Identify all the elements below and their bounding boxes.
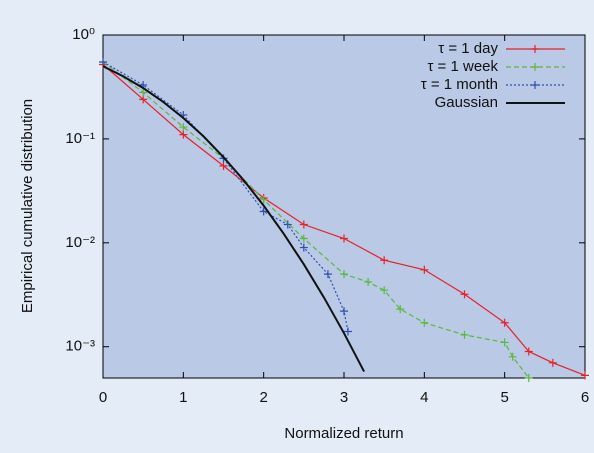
marker (460, 330, 469, 339)
y-tick-label: 10⁻³ (65, 338, 95, 355)
marker (299, 243, 308, 252)
x-tick-label: 0 (99, 389, 107, 406)
marker (139, 95, 148, 104)
series-line (102, 64, 586, 376)
marker (323, 270, 332, 279)
marker (179, 123, 188, 132)
marker (500, 338, 509, 347)
marker (259, 195, 268, 204)
y-tick-label: 10⁻¹ (65, 130, 95, 147)
series-line (102, 61, 349, 332)
legend-marker (531, 45, 539, 53)
marker (344, 327, 353, 336)
x-tick-label: 4 (420, 389, 428, 406)
y-tick-label: 10⁻² (65, 234, 95, 251)
marker (340, 307, 348, 316)
marker (460, 290, 469, 299)
x-axis-label: Normalized return (284, 425, 403, 442)
x-tick-label: 6 (581, 389, 589, 406)
marker (139, 88, 148, 97)
x-tick-label: 1 (179, 389, 187, 406)
marker (524, 374, 533, 382)
legend-label: Gaussian (435, 94, 498, 111)
marker (219, 161, 228, 170)
plot-frame (102, 34, 586, 379)
marker (364, 277, 373, 286)
legend-marker (531, 63, 539, 71)
marker (548, 358, 557, 367)
x-tick-label: 5 (500, 389, 508, 406)
marker (500, 318, 509, 327)
legend-label: τ = 1 week (427, 58, 498, 75)
marker (340, 270, 348, 279)
marker (524, 347, 533, 356)
marker (420, 265, 429, 274)
plot-area (103, 35, 585, 378)
marker (380, 256, 389, 265)
legend-marker (531, 81, 539, 89)
marker (299, 234, 308, 243)
marker (299, 220, 308, 229)
y-tick-label: 10⁰ (72, 26, 95, 43)
legend-label: τ = 1 month (421, 76, 498, 93)
marker (420, 318, 429, 327)
x-tick-label: 3 (340, 389, 348, 406)
marker (259, 207, 268, 216)
marker (99, 57, 107, 66)
marker (179, 130, 188, 139)
y-axis-label: Empirical cumulative distribution (19, 99, 36, 313)
series-line (102, 65, 365, 372)
marker (380, 286, 389, 295)
marker (283, 220, 292, 229)
legend-label: τ = 1 day (438, 40, 498, 57)
marker (581, 371, 589, 380)
x-tick-label: 2 (259, 389, 267, 406)
marker (396, 305, 405, 314)
marker (340, 234, 348, 243)
marker (508, 352, 517, 361)
